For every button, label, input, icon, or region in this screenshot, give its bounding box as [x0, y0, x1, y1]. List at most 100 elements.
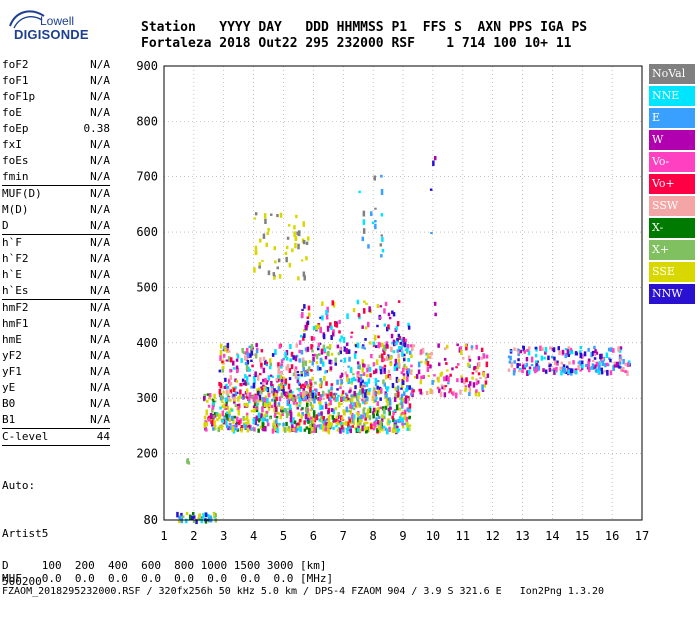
echo-point	[213, 512, 216, 518]
echo-point	[298, 404, 301, 407]
echo-point	[363, 363, 366, 368]
echo-point	[325, 370, 328, 373]
echo-point	[314, 381, 317, 385]
echo-point	[594, 349, 597, 354]
echo-point	[265, 242, 268, 247]
echo-point	[481, 389, 485, 392]
echo-point	[382, 379, 385, 385]
echo-point	[341, 423, 344, 430]
echo-point	[218, 413, 222, 417]
echo-point	[394, 386, 397, 391]
echo-point	[397, 333, 401, 338]
echo-point	[301, 396, 304, 401]
echo-point	[295, 427, 298, 433]
echo-point	[246, 427, 249, 433]
echo-point	[232, 394, 236, 399]
echo-point	[288, 425, 291, 429]
echo-point	[315, 361, 319, 365]
echo-point	[228, 350, 231, 353]
echo-point	[566, 365, 569, 368]
echo-point	[298, 358, 301, 363]
echo-point	[525, 362, 529, 367]
echo-point	[225, 359, 229, 362]
echo-point	[350, 335, 353, 339]
echo-point	[294, 236, 298, 242]
echo-point	[322, 344, 326, 350]
echo-point	[300, 259, 304, 262]
echo-point	[335, 424, 338, 428]
echo-point	[394, 420, 397, 423]
x-tick-label: 1	[160, 529, 167, 543]
echo-point	[257, 428, 260, 433]
echo-point	[417, 369, 421, 375]
echo-point	[324, 401, 328, 404]
echo-point	[579, 345, 582, 350]
echo-point	[396, 385, 400, 390]
echo-point	[311, 389, 314, 396]
echo-point	[192, 512, 195, 516]
y-tick-label: 700	[136, 170, 158, 184]
echo-point	[263, 401, 267, 407]
echo-point	[253, 378, 256, 385]
echo-point	[509, 350, 513, 353]
echo-point	[305, 418, 308, 423]
echo-point	[289, 389, 292, 393]
param-divider	[2, 185, 110, 186]
echo-point	[245, 412, 249, 416]
echo-point	[223, 417, 226, 420]
echo-point	[214, 424, 217, 431]
echo-point	[316, 346, 320, 350]
echo-point	[339, 376, 342, 382]
echo-point	[384, 405, 388, 410]
echo-point	[385, 374, 388, 380]
echo-point	[248, 374, 251, 377]
echo-point	[471, 376, 474, 380]
echo-point	[228, 418, 231, 423]
logo-text-digisonde: DIGISONDE	[14, 27, 89, 42]
echo-point	[385, 355, 389, 362]
echo-point	[372, 427, 376, 431]
y-tick-label: 400	[136, 336, 158, 350]
echo-point	[365, 395, 368, 402]
echo-point	[285, 397, 289, 400]
echo-point	[181, 515, 185, 518]
echo-point	[348, 410, 351, 413]
ionogram-chart: 1 2 3 4 5 6 7 8 9 10 11 12 13 14 15 16 17 90080070060050…	[136, 59, 649, 543]
echo-point	[429, 188, 433, 191]
echo-point	[262, 233, 266, 239]
echo-point	[387, 407, 391, 412]
echo-point	[310, 420, 313, 424]
echo-point	[232, 360, 235, 366]
echo-point	[297, 377, 300, 380]
echo-point	[412, 344, 416, 348]
echo-point	[227, 356, 231, 363]
echo-point	[207, 514, 211, 518]
param-name: fxI	[2, 138, 22, 151]
echo-point	[363, 347, 366, 350]
echo-point	[260, 362, 263, 367]
echo-point	[282, 388, 285, 395]
auto-version: 500200	[2, 575, 42, 588]
echo-point	[276, 422, 279, 427]
echo-point	[374, 220, 377, 223]
echo-point	[226, 425, 229, 429]
echo-point	[273, 388, 276, 392]
echo-point	[262, 386, 266, 392]
echo-point	[280, 363, 283, 367]
echo-point	[477, 356, 481, 361]
echo-point	[272, 425, 275, 431]
echo-point	[237, 396, 240, 402]
echo-point	[256, 403, 259, 406]
echo-point	[256, 374, 260, 381]
echo-point	[353, 414, 356, 419]
echo-point	[298, 396, 301, 402]
echo-point	[395, 340, 398, 346]
echo-point	[265, 362, 269, 367]
echo-point	[383, 308, 386, 314]
echo-point	[553, 360, 557, 366]
echo-point	[345, 374, 349, 379]
echo-point	[400, 400, 403, 406]
echo-point	[469, 381, 472, 386]
param-name: D	[2, 219, 9, 232]
param-value: N/A	[90, 381, 110, 394]
